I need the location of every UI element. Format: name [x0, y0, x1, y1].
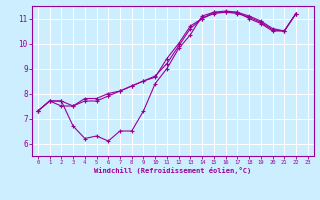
X-axis label: Windchill (Refroidissement éolien,°C): Windchill (Refroidissement éolien,°C) [94, 167, 252, 174]
